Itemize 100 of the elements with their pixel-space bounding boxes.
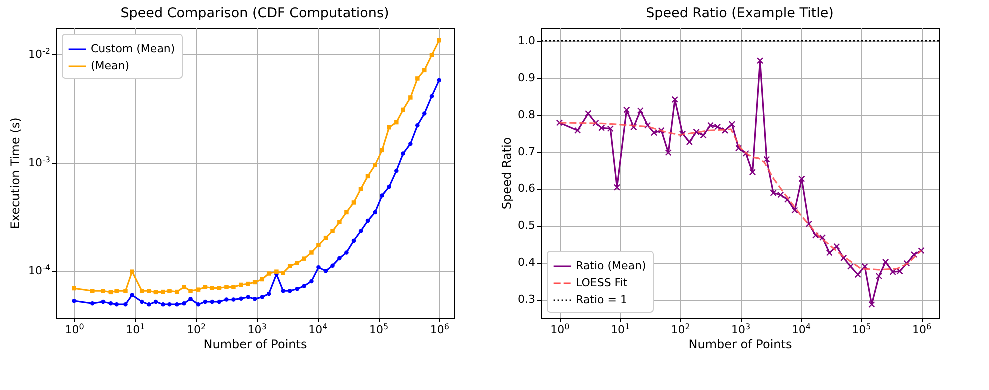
chart-title: Speed Ratio (Example Title) <box>646 6 834 22</box>
y-tick-label: 0.8 <box>518 108 536 122</box>
point <box>686 138 693 146</box>
point <box>161 290 166 294</box>
point <box>330 229 335 234</box>
x-axis-title: Number of Points <box>204 338 308 352</box>
point <box>840 254 848 262</box>
legend-label: Custom (Mean) <box>91 42 176 56</box>
point <box>168 288 172 294</box>
point <box>316 265 321 270</box>
point <box>161 302 166 307</box>
point <box>239 296 244 301</box>
y-tick-label: 0.3 <box>518 293 536 306</box>
point <box>394 120 399 125</box>
point <box>366 218 370 224</box>
point <box>224 298 229 302</box>
point <box>316 243 321 248</box>
point <box>637 107 644 114</box>
point <box>854 271 862 278</box>
x-tick-label: 10$^{2}$ <box>671 322 690 336</box>
x-tick-label: 10$^{6}$ <box>912 322 932 336</box>
legend-label: LOESS Fit <box>576 276 628 290</box>
point <box>182 285 186 290</box>
point <box>722 127 729 134</box>
point <box>217 286 222 290</box>
point <box>281 288 286 294</box>
x-tick-label: 10$^{0}$ <box>65 322 84 336</box>
y-tick-label: 0.5 <box>518 219 536 232</box>
point <box>310 250 314 255</box>
point <box>196 302 201 307</box>
point <box>728 121 736 128</box>
legend-label: Ratio (Mean) <box>576 260 646 272</box>
point <box>624 106 630 114</box>
point <box>437 38 442 43</box>
point <box>806 220 812 228</box>
point <box>416 76 420 81</box>
x-tick-label: 10$^{1}$ <box>610 322 630 336</box>
y-tick-label: 10$^{-4}$ <box>28 263 50 278</box>
legend-label: Ratio = 1 <box>576 294 628 306</box>
point <box>749 169 756 176</box>
point <box>847 263 854 270</box>
point <box>876 272 883 280</box>
point <box>182 302 186 306</box>
point <box>373 210 378 215</box>
point <box>437 78 442 83</box>
point <box>416 124 420 128</box>
point <box>387 184 392 190</box>
point <box>140 300 144 304</box>
point <box>175 302 180 307</box>
point <box>188 297 193 302</box>
y-tick-label: 10$^{-2}$ <box>28 46 50 61</box>
point <box>246 295 250 300</box>
point <box>302 284 306 288</box>
point <box>380 194 384 198</box>
y-tick-label: 0.4 <box>518 256 536 270</box>
point <box>266 292 272 296</box>
point <box>224 285 229 290</box>
y-tick-label: 0.7 <box>518 145 536 158</box>
point <box>175 290 180 294</box>
legend-label: (Mean) <box>91 60 130 72</box>
y-axis-title: Execution Time (s) <box>8 118 22 230</box>
point <box>274 270 279 274</box>
point <box>288 264 292 268</box>
point <box>430 94 434 99</box>
y-axis-title: Speed Ratio <box>500 137 514 210</box>
point <box>302 256 306 261</box>
point <box>834 243 840 250</box>
x-tick-label: 10$^{3}$ <box>248 322 267 336</box>
point <box>168 302 172 307</box>
point <box>266 272 272 276</box>
point <box>210 286 215 290</box>
point <box>344 210 349 215</box>
point <box>882 258 890 266</box>
point <box>196 288 201 292</box>
point <box>338 256 342 261</box>
point <box>784 196 792 204</box>
x-tick-label: 10$^{0}$ <box>550 322 570 336</box>
point <box>792 207 798 214</box>
point <box>644 122 652 129</box>
point <box>380 148 384 153</box>
point <box>630 124 638 131</box>
point <box>735 145 742 152</box>
point <box>232 298 236 302</box>
point <box>394 168 399 174</box>
point <box>330 264 335 268</box>
x-tick-label: 10$^{4}$ <box>792 322 811 336</box>
point <box>910 251 918 258</box>
y-tick-label: 0.6 <box>518 182 536 196</box>
point <box>693 128 700 136</box>
point <box>217 300 222 304</box>
y-tick-label: 0.9 <box>518 71 536 84</box>
point <box>188 288 193 294</box>
x-tick-label: 10$^{1}$ <box>126 322 146 336</box>
point <box>310 279 314 284</box>
point <box>203 300 208 304</box>
point <box>232 285 236 290</box>
point <box>203 285 208 290</box>
chart-title: Speed Comparison (CDF Computations) <box>120 6 390 22</box>
point <box>288 288 292 294</box>
point <box>344 250 349 255</box>
